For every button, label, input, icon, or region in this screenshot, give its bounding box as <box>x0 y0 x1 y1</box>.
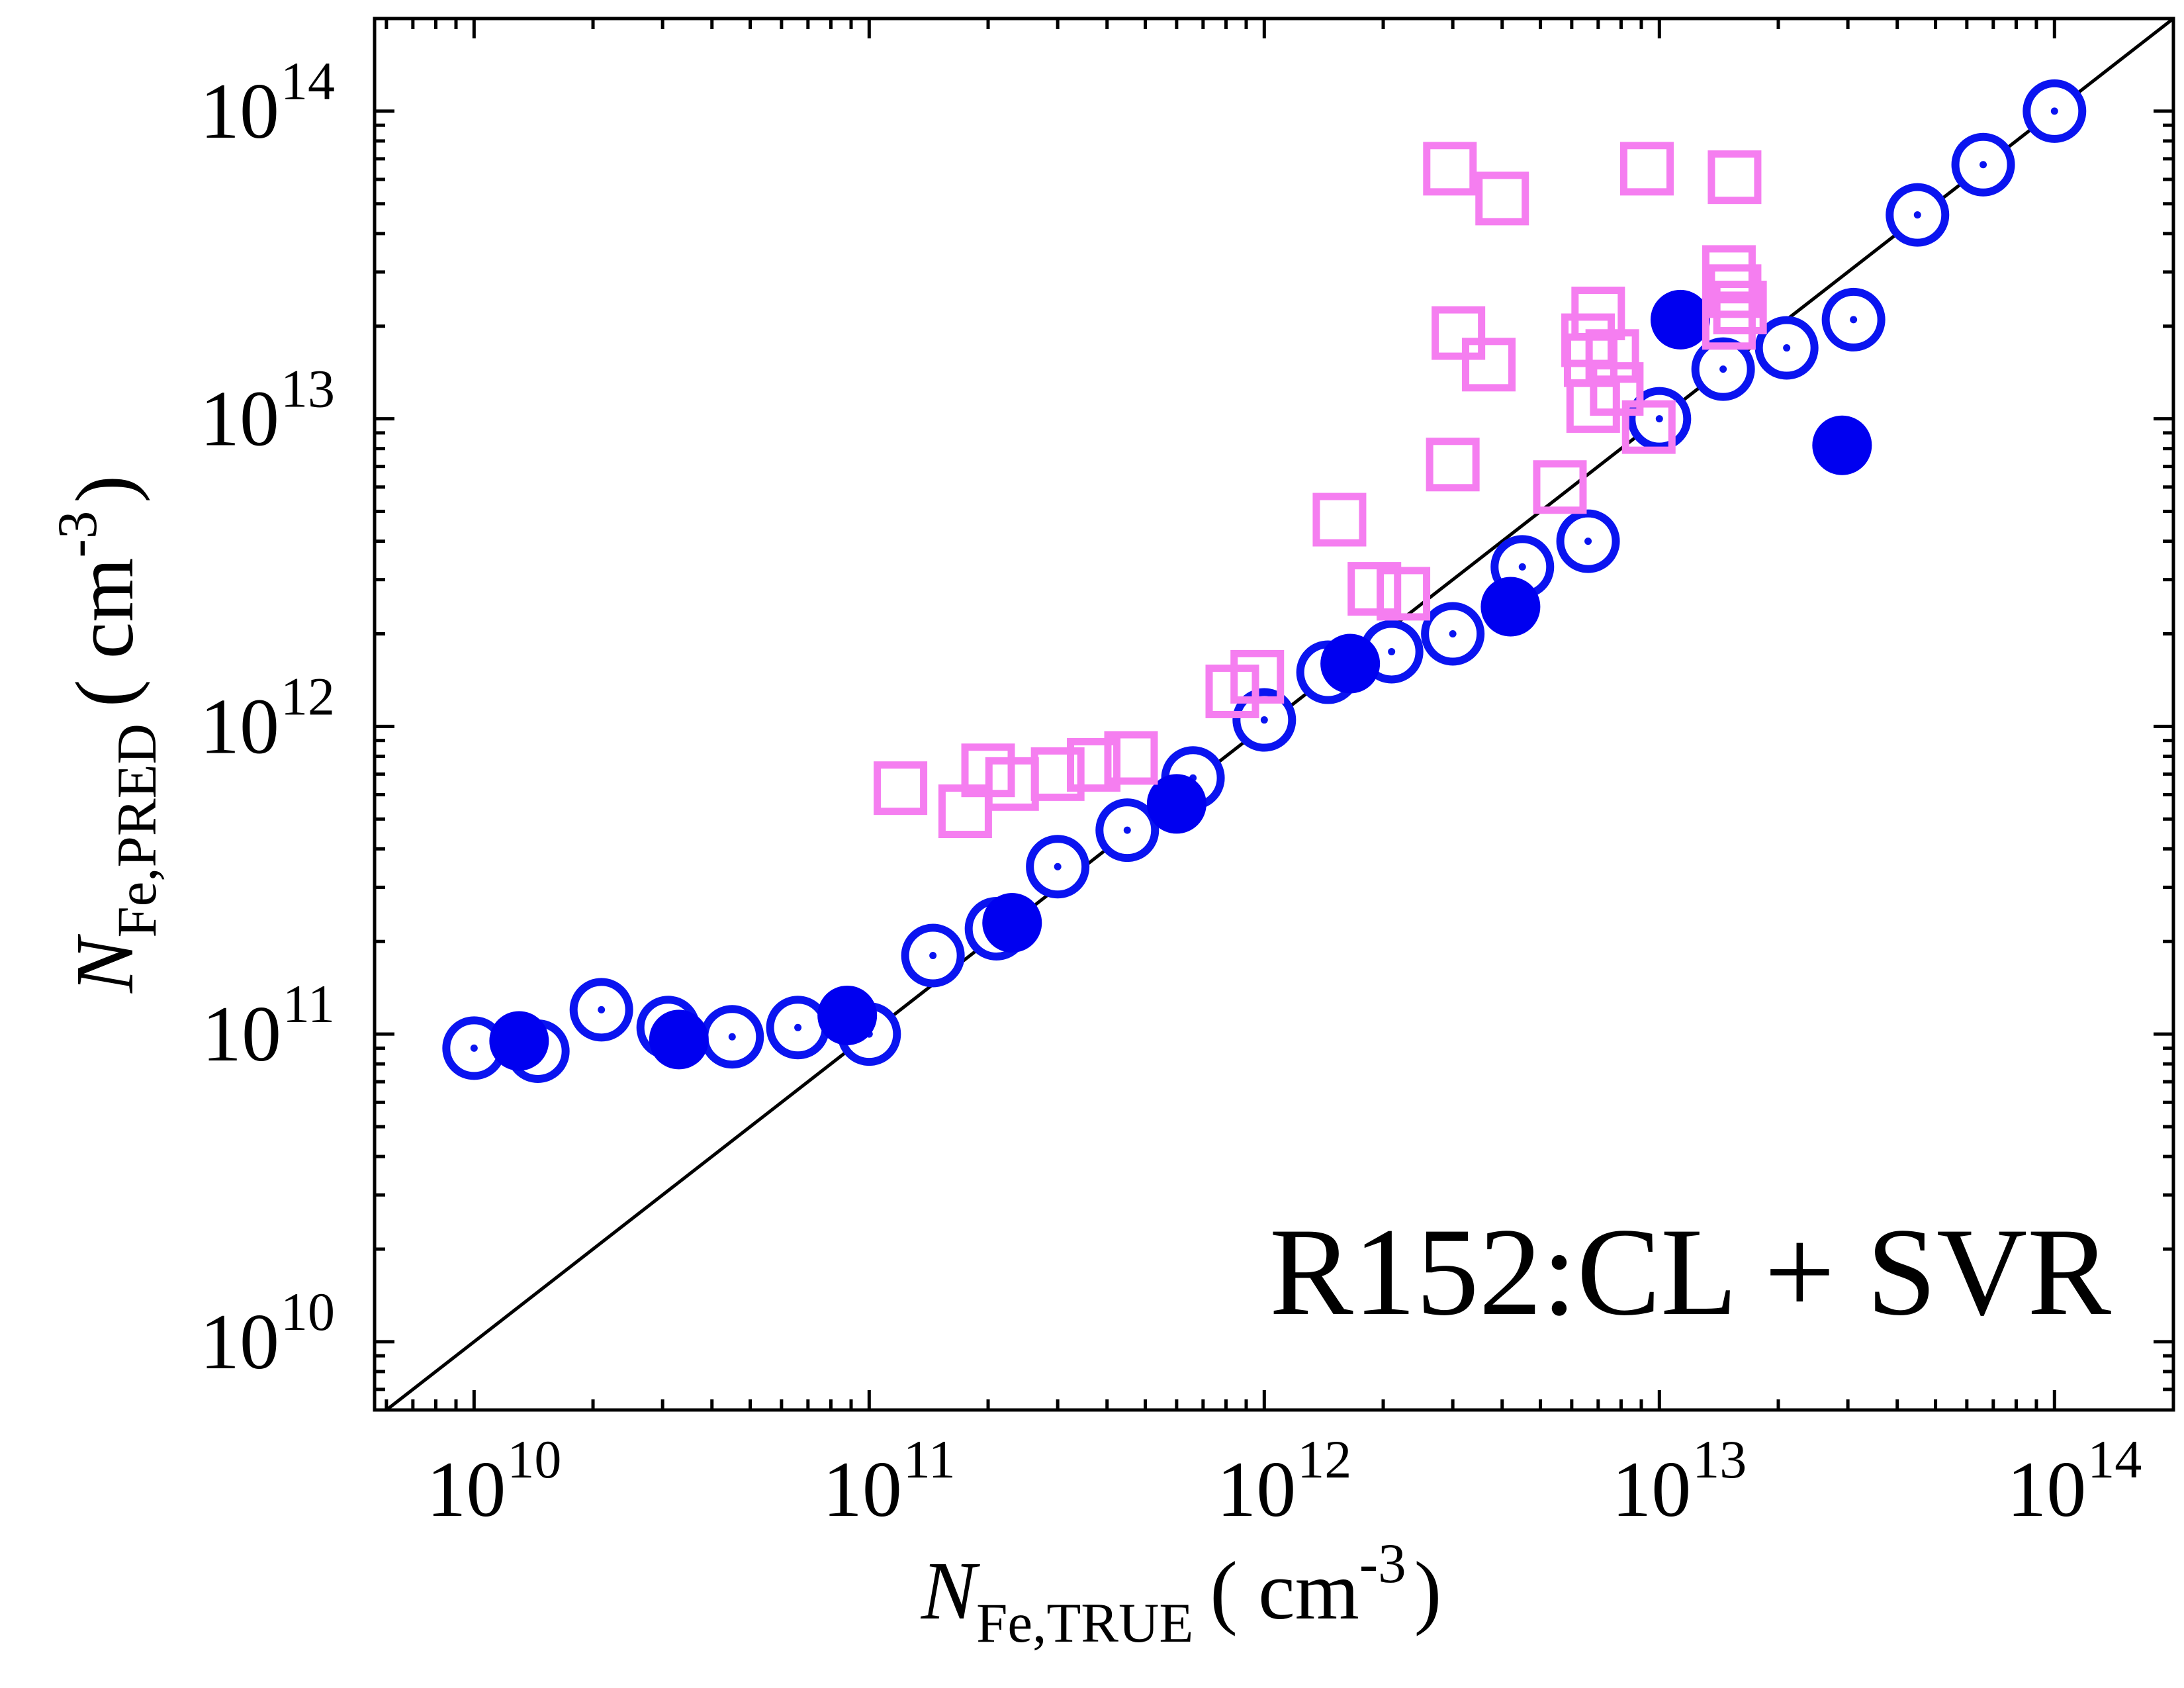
x-tick-label-exponent: 10 <box>507 1429 561 1489</box>
x-axis-label-unit-sup: -3 <box>1359 1532 1406 1595</box>
y-tick-label: 1014 <box>200 51 335 155</box>
open-circle-center-dot <box>929 952 937 960</box>
open-square-point <box>874 761 928 816</box>
open-square-point <box>1621 400 1676 454</box>
plot-frame <box>373 17 2175 1412</box>
open-circle-center-dot <box>1449 630 1457 637</box>
y-tick-label-exponent: 10 <box>281 1282 335 1342</box>
open-circle-center-dot <box>1584 538 1592 545</box>
x-tick-label-base: 10 <box>823 1445 902 1533</box>
filled-circle-point <box>1812 415 1872 475</box>
open-circle-center-dot <box>1260 716 1268 724</box>
filled-circle-point <box>1146 774 1206 834</box>
open-square-point <box>1426 438 1480 492</box>
y-tick-label: 1010 <box>200 1282 335 1385</box>
open-circle-center-dot <box>1719 365 1727 373</box>
x-tick-label-exponent: 13 <box>1692 1429 1747 1489</box>
filled-circle-point <box>489 1011 549 1071</box>
x-tick-label-base: 10 <box>2007 1445 2086 1533</box>
y-tick-label: 1012 <box>200 666 335 770</box>
open-square-point <box>1707 264 1762 318</box>
open-circle-center-dot <box>794 1023 802 1031</box>
y-tick-label-exponent: 14 <box>281 51 335 111</box>
open-circle-center-dot <box>1388 647 1396 655</box>
y-tick-label-base: 10 <box>200 682 279 770</box>
open-circle-center-dot <box>598 1006 606 1013</box>
open-circle-center-dot <box>2050 107 2058 115</box>
filled-circle-point <box>649 1009 709 1070</box>
y-axis-label-unit-open: ( cm <box>60 557 151 707</box>
x-tick-label-base: 10 <box>1216 1445 1296 1533</box>
x-tick-label: 1014 <box>2007 1429 2142 1533</box>
y-tick-label-base: 10 <box>200 375 279 463</box>
y-tick-label-exponent: 12 <box>281 666 335 726</box>
y-tick-label-base: 10 <box>200 67 279 155</box>
open-square-point <box>1702 245 1756 299</box>
open-square-point <box>1475 171 1529 226</box>
y-axis-label-unit-sup: -3 <box>46 511 109 558</box>
x-tick-label-exponent: 11 <box>903 1429 956 1489</box>
open-square-point <box>1230 649 1285 704</box>
open-circle-center-dot <box>1054 863 1062 870</box>
y-axis-label-main: N <box>60 933 151 994</box>
filled-circle-point <box>982 893 1042 953</box>
y-axis-label-unit-close: ) <box>60 475 151 503</box>
y-axis-label-sub: Fe,PRED <box>106 724 168 938</box>
filled-circle-point <box>1480 577 1541 637</box>
x-tick-label-base: 10 <box>1612 1445 1691 1533</box>
x-tick-label: 1012 <box>1216 1429 1351 1533</box>
axis-ticks <box>375 17 2175 1412</box>
open-circle-center-dot <box>728 1033 736 1041</box>
x-tick-label: 1011 <box>823 1429 956 1533</box>
open-square-point <box>1585 329 1639 383</box>
open-circle-center-dot <box>1518 563 1526 571</box>
open-square-point <box>1067 737 1121 792</box>
open-square-point <box>1312 492 1367 547</box>
chart-annotation: R152:CL + SVR <box>1269 1203 2111 1342</box>
open-square-point <box>1619 142 1674 196</box>
filled-circle-point <box>1320 633 1381 694</box>
open-circle-center-dot <box>470 1044 478 1052</box>
y-tick-label-exponent: 11 <box>283 974 335 1034</box>
open-circle-center-dot <box>1913 211 1921 219</box>
open-square-point <box>1104 731 1158 785</box>
y-tick-label-exponent: 13 <box>281 359 335 419</box>
x-axis-label-unit-open: ( cm <box>1210 1546 1359 1637</box>
open-circle-center-dot <box>1850 316 1858 324</box>
y-tick-label-base: 10 <box>202 990 281 1078</box>
y-axis-label: NFe,PRED ( cm-3) <box>46 475 168 994</box>
open-circle-center-dot <box>1123 826 1131 834</box>
filled-circle-point <box>817 985 878 1045</box>
filled-circle-point <box>1650 289 1710 350</box>
y-tick-label: 1011 <box>202 974 335 1078</box>
open-square-point <box>1590 362 1644 416</box>
open-square-point <box>1702 296 1756 350</box>
x-tick-label-exponent: 12 <box>1297 1429 1351 1489</box>
open-square-point <box>1707 150 1762 205</box>
open-square-point <box>1462 338 1516 392</box>
x-axis-label-main: N <box>921 1546 981 1637</box>
x-axis-label-unit-close: ) <box>1414 1546 1442 1637</box>
open-circle-center-dot <box>1655 415 1663 423</box>
y-tick-label: 1013 <box>200 359 335 463</box>
x-tick-label-base: 10 <box>426 1445 506 1533</box>
open-square-point <box>1533 460 1587 514</box>
x-tick-label-exponent: 14 <box>2087 1429 2142 1489</box>
open-square-point <box>1432 306 1486 360</box>
x-tick-label: 1010 <box>426 1429 561 1533</box>
open-square-point <box>1347 562 1402 616</box>
x-tick-label: 1013 <box>1612 1429 1747 1533</box>
open-square-point <box>1713 281 1767 335</box>
x-axis-label-sub: Fe,TRUE <box>976 1592 1193 1654</box>
open-circle-center-dot <box>1783 344 1791 352</box>
x-axis-label: NFe,TRUE ( cm-3) <box>921 1532 1442 1654</box>
open-square-point <box>1423 142 1477 196</box>
y-tick-label-base: 10 <box>200 1297 279 1385</box>
data-marks <box>442 79 2087 1083</box>
open-square-point <box>1030 747 1085 801</box>
open-square-point <box>1377 567 1431 621</box>
open-circle-center-dot <box>1979 161 1987 169</box>
